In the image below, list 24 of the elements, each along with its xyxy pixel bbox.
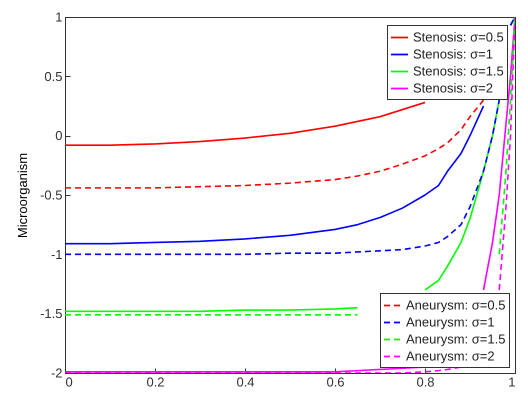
y-tick-label: -0.5: [40, 188, 62, 202]
y-tick-label: -1: [50, 246, 62, 262]
y-tick-label: 0: [55, 128, 62, 144]
legend-label: Stenosis: σ=1.5: [413, 64, 504, 78]
legend-label: Stenosis: σ=1: [413, 46, 493, 62]
x-tick-label: 0.4: [236, 374, 255, 390]
legend-label: Stenosis: σ=0.5: [413, 30, 504, 44]
line-series: [65, 102, 426, 146]
y-axis-title: Microorganism: [15, 152, 30, 238]
y-tick-label: 1: [55, 10, 62, 24]
legend-label: Stenosis: σ=2: [413, 80, 493, 96]
x-tick-label: 1: [508, 374, 516, 390]
x-tick-label: 0: [66, 374, 73, 390]
y-tick-label: -2: [50, 366, 62, 380]
x-tick-label: 0.8: [416, 374, 435, 390]
x-tick-label: 0.2: [146, 374, 165, 390]
legend-label: Aneurysm: σ=1.5: [406, 332, 506, 346]
legend-label: Aneurysm: σ=0.5: [406, 298, 506, 312]
y-tick-label: -1.5: [40, 306, 62, 322]
line-series: [65, 99, 484, 189]
y-tick-label: 0.5: [44, 68, 62, 84]
x-tick-label: 0.6: [326, 374, 345, 390]
legend-label: Aneurysm: σ=1: [406, 314, 495, 330]
legend-label: Aneurysm: σ=2: [406, 348, 495, 364]
